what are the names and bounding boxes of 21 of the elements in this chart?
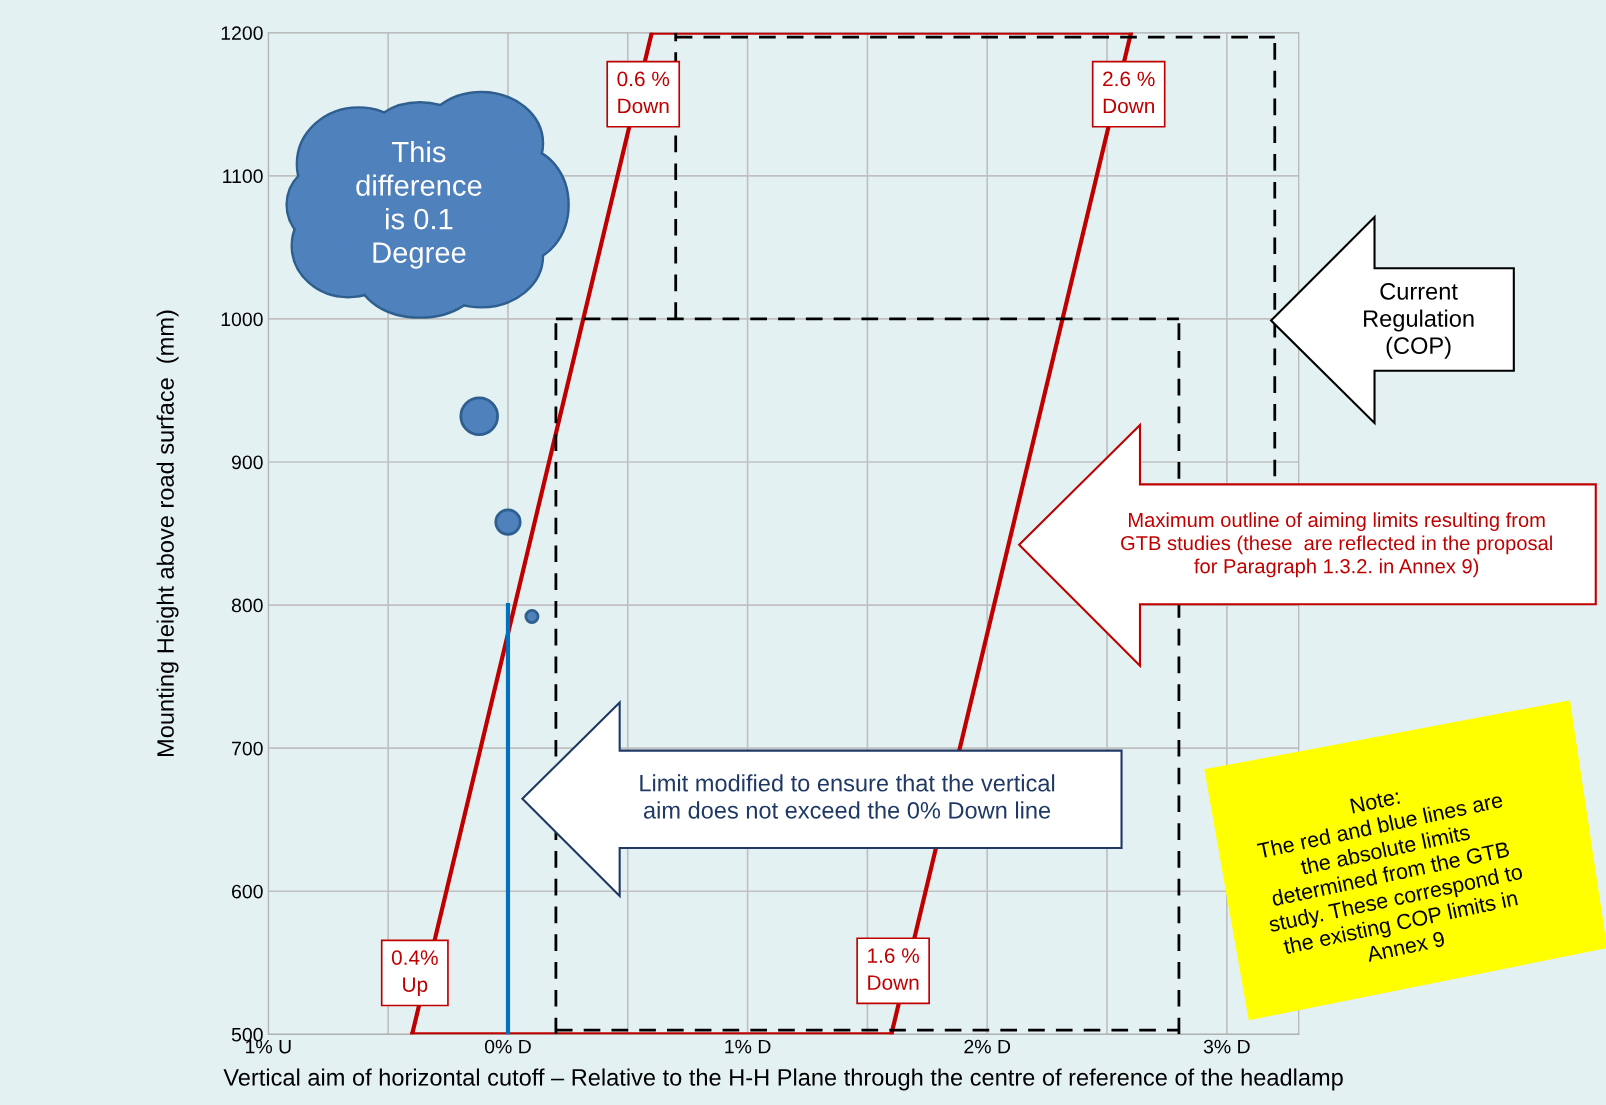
x-axis-title: Vertical aim of horizontal cutoff – Relative to the H-H Plane through the centre of reference of the headlamp bbox=[223, 1068, 1343, 1091]
x-tick-label: 3% D bbox=[1203, 1039, 1250, 1054]
y-tick-label: 600 bbox=[232, 884, 263, 899]
annotation: Limit modified to ensure that the vertical aim does not exceed the 0% Down line bbox=[640, 774, 1055, 819]
y-tick-label: 900 bbox=[231, 455, 263, 470]
y-axis-title: Mounting Height above road surface (mm) bbox=[156, 310, 179, 757]
annotation: This difference is 0.1 Degree bbox=[356, 140, 482, 269]
y-tick-label: 700 bbox=[232, 741, 263, 756]
x-tick-label: 0% D bbox=[484, 1039, 531, 1054]
x-tick-label: 2% D bbox=[964, 1039, 1011, 1054]
y-tick-label: 800 bbox=[231, 598, 263, 613]
text: Current Regulation (COP) bbox=[1364, 283, 1474, 359]
y-tick-label: 1000 bbox=[221, 312, 263, 327]
annotation: 1.6 % Down bbox=[868, 948, 920, 990]
annotation: 2.6 % Down bbox=[1103, 71, 1155, 114]
annotation: 0.4% Up bbox=[391, 950, 438, 997]
y-tick-label: 1200 bbox=[221, 26, 263, 41]
y-tick-label: 1100 bbox=[223, 169, 263, 184]
annotation: 0.6 % Down bbox=[617, 71, 670, 114]
annotation: Maximum outline of aiming limits resulting from GTB studies (these are reflected in the proposal for Paragraph 1.3.2. in Annex 9) bbox=[1121, 512, 1552, 578]
x-tick-label: 1% D bbox=[725, 1039, 771, 1054]
